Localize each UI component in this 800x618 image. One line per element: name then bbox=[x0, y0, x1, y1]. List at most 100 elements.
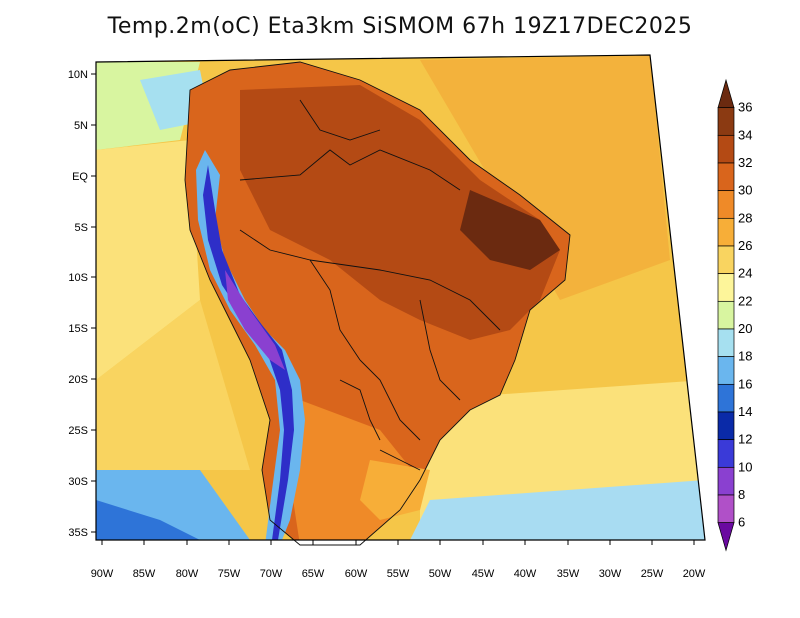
lon-tick: 80W bbox=[176, 540, 199, 580]
lon-tick: 75W bbox=[218, 540, 241, 580]
colorbar-band bbox=[717, 439, 735, 468]
colorbar-label: 20 bbox=[738, 321, 752, 336]
hottest-northeast-region bbox=[460, 190, 560, 270]
lon-tick-label: 55W bbox=[387, 568, 410, 580]
lat-tick: 30S bbox=[68, 476, 96, 488]
colorbar-band bbox=[717, 411, 735, 441]
lon-tick: 30W bbox=[599, 540, 622, 580]
south-atlantic-cool-region bbox=[410, 480, 705, 540]
lon-tick: 25W bbox=[641, 540, 664, 580]
lon-tick-label: 60W bbox=[345, 568, 368, 580]
colorbar-band bbox=[717, 245, 735, 275]
colorbar-band bbox=[717, 162, 735, 192]
lon-tick: 85W bbox=[133, 540, 156, 580]
lon-tick: 90W bbox=[91, 540, 114, 580]
lon-tick-label: 35W bbox=[557, 568, 580, 580]
colorbar-label: 34 bbox=[738, 127, 752, 142]
lat-tick-label: 10S bbox=[68, 272, 88, 284]
temperature-field bbox=[95, 54, 706, 555]
longitude-axis: 90W 85W 80W 75W 70W 65W 60W 55W 50W 45W … bbox=[91, 540, 706, 580]
plot-frame bbox=[95, 54, 706, 541]
uruguay-region bbox=[360, 460, 430, 520]
lon-tick-label: 65W bbox=[302, 568, 325, 580]
map-title: Temp.2m(oC) Eta3km SiSMOM 67h 19Z17DEC20… bbox=[107, 14, 693, 39]
lat-tick: 15S bbox=[68, 323, 96, 335]
colorbar-label: 24 bbox=[738, 266, 752, 281]
lat-tick: EQ bbox=[72, 171, 96, 183]
colorbar-label: 8 bbox=[738, 487, 745, 502]
lon-tick: 55W bbox=[387, 540, 410, 580]
latitude-axis: 10N 5N EQ 5S 10S 15S 20S 25S 30S 35S bbox=[68, 69, 96, 539]
warm-atlantic-region bbox=[420, 55, 670, 300]
lon-tick-label: 30W bbox=[599, 568, 622, 580]
lon-tick-label: 50W bbox=[429, 568, 452, 580]
lat-tick-label: 5N bbox=[74, 120, 88, 132]
lon-tick: 20W bbox=[683, 540, 706, 580]
lon-tick: 40W bbox=[514, 540, 537, 580]
lat-tick: 10N bbox=[68, 69, 96, 81]
lat-tick-label: 35S bbox=[68, 527, 88, 539]
colorbar-band bbox=[717, 134, 735, 164]
lon-tick-label: 40W bbox=[514, 568, 537, 580]
colorbar-label: 16 bbox=[738, 376, 752, 391]
colorbar-band bbox=[717, 328, 735, 358]
colorbar-label: 14 bbox=[738, 404, 752, 419]
lon-tick-label: 75W bbox=[218, 568, 241, 580]
colorbar-band bbox=[717, 217, 735, 247]
lat-tick-label: 25S bbox=[68, 425, 88, 437]
lon-tick: 70W bbox=[260, 540, 283, 580]
colorbar-bottom-arrow bbox=[717, 522, 735, 552]
lat-tick: 10S bbox=[68, 272, 96, 284]
hot-interior-region bbox=[240, 85, 560, 340]
colorbar-label: 18 bbox=[738, 349, 752, 364]
lat-tick: 35S bbox=[68, 527, 96, 539]
colorbar-label: 22 bbox=[738, 293, 752, 308]
lon-tick-label: 25W bbox=[641, 568, 664, 580]
southern-tip-cold bbox=[205, 540, 240, 555]
lat-tick-label: 10N bbox=[68, 69, 88, 81]
lon-tick-label: 45W bbox=[472, 568, 495, 580]
colorbar-label: 26 bbox=[738, 238, 752, 253]
lat-tick: 5N bbox=[74, 120, 96, 132]
lat-tick-label: 20S bbox=[68, 374, 88, 386]
lon-tick: 65W bbox=[302, 540, 325, 580]
lon-tick-label: 85W bbox=[133, 568, 156, 580]
lat-tick-label: 30S bbox=[68, 476, 88, 488]
lat-tick-label: 15S bbox=[68, 323, 88, 335]
colorbar-band bbox=[717, 356, 735, 385]
colorbar-label: 28 bbox=[738, 210, 752, 225]
colorbar-label: 12 bbox=[738, 432, 752, 447]
lat-tick-label: EQ bbox=[72, 171, 88, 183]
lat-tick: 5S bbox=[75, 222, 96, 234]
colorbar-band bbox=[717, 190, 735, 219]
lon-tick-label: 70W bbox=[260, 568, 283, 580]
lat-tick: 20S bbox=[68, 374, 96, 386]
lon-tick: 60W bbox=[345, 540, 368, 580]
colorbar-label: 36 bbox=[738, 100, 752, 115]
colorbar-label: 30 bbox=[738, 183, 752, 198]
colorbar: 36 34 32 30 28 26 24 22 20 18 16 14 12 10 8 6 bbox=[717, 78, 752, 552]
altiplano-coldest bbox=[225, 270, 285, 370]
lon-tick-label: 80W bbox=[176, 568, 199, 580]
lat-tick: 25S bbox=[68, 425, 96, 437]
colorbar-band bbox=[717, 466, 735, 496]
colorbar-label: 10 bbox=[738, 459, 752, 474]
lon-tick-label: 90W bbox=[91, 568, 114, 580]
lon-tick: 50W bbox=[429, 540, 452, 580]
colorbar-label: 32 bbox=[738, 155, 752, 170]
pacific-south-region bbox=[96, 300, 250, 470]
colorbar-band bbox=[717, 107, 735, 136]
colorbar-band bbox=[717, 494, 735, 524]
colorbar-top-arrow bbox=[717, 78, 735, 109]
colorbar-label: 6 bbox=[738, 515, 745, 530]
colorbar-band bbox=[717, 383, 735, 413]
colorbar-band bbox=[717, 300, 735, 330]
south-pacific-cold-region bbox=[96, 500, 200, 540]
lat-tick-label: 5S bbox=[75, 222, 88, 234]
lon-tick-label: 20W bbox=[683, 568, 706, 580]
lon-tick: 45W bbox=[472, 540, 495, 580]
country-borders bbox=[184, 61, 571, 546]
lon-tick: 35W bbox=[557, 540, 580, 580]
colorbar-band bbox=[717, 273, 735, 302]
